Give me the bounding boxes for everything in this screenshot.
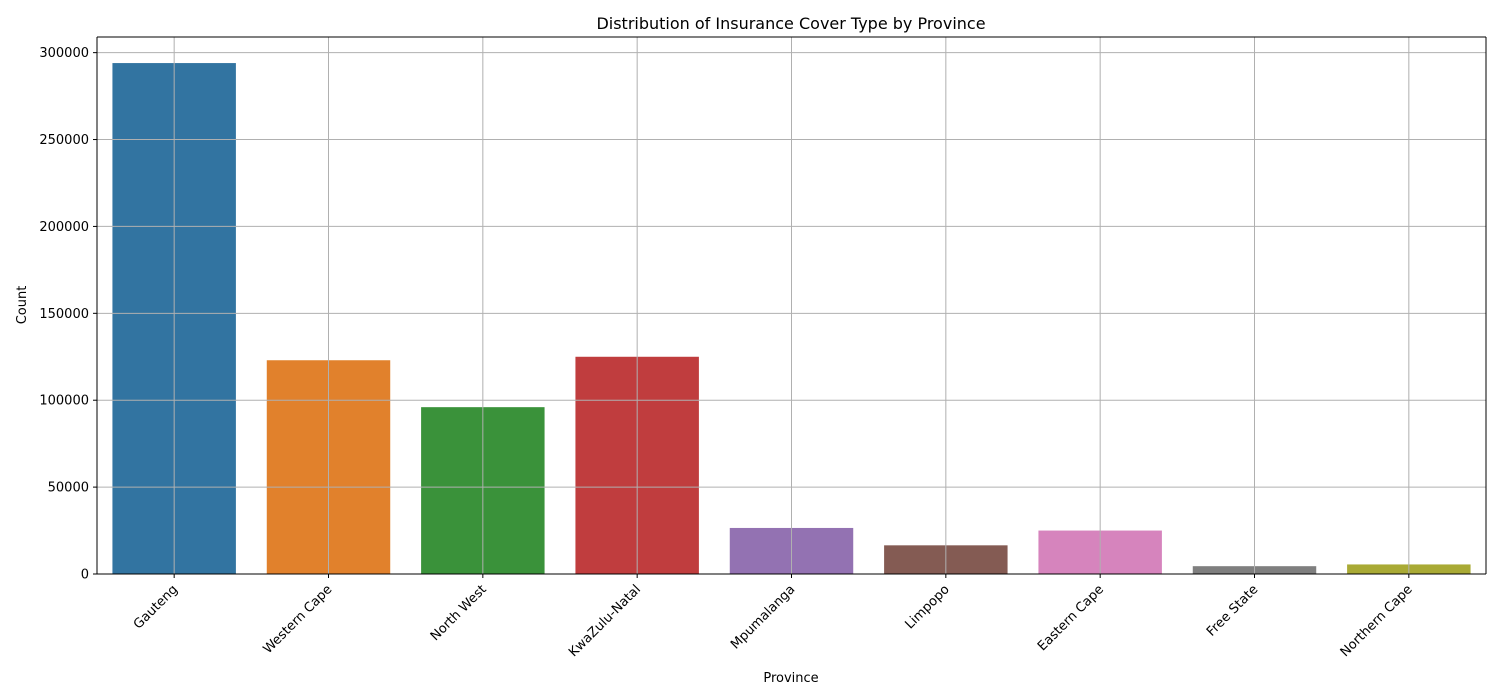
x-axis-title: Province [763,671,818,686]
x-tick-label: Gauteng [131,582,181,632]
y-tick-label: 150000 [39,307,89,322]
axes [93,36,1487,578]
x-tick-label: Western Cape [261,582,336,657]
y-tick-label: 100000 [39,394,89,409]
bars [97,37,1486,575]
y-tick-labels: 0 50000 100000 150000 200000 250000 300000 [39,46,89,582]
x-tick-labels: Gauteng Western Cape North West KwaZulu-Nat… [131,582,1416,660]
x-tick-label: Eastern Cape [1035,582,1107,654]
x-tick-label: Limpopo [903,582,953,632]
y-axis-title: Count [15,286,30,325]
x-tick-label: North West [428,582,490,644]
chart-title: Distribution of Insurance Cover Type by … [596,14,985,33]
y-tick-label: 0 [81,568,89,583]
x-tick-label: Free State [1204,582,1261,639]
x-tick-label: KwaZulu-Natal [566,582,644,660]
x-tick-label: Mpumalanga [728,582,798,652]
y-tick-label: 300000 [39,46,89,61]
x-tick-label: Northern Cape [1338,582,1416,660]
y-tick-label: 200000 [39,220,89,235]
y-tick-label: 250000 [39,133,89,148]
y-tick-label: 50000 [48,481,89,496]
